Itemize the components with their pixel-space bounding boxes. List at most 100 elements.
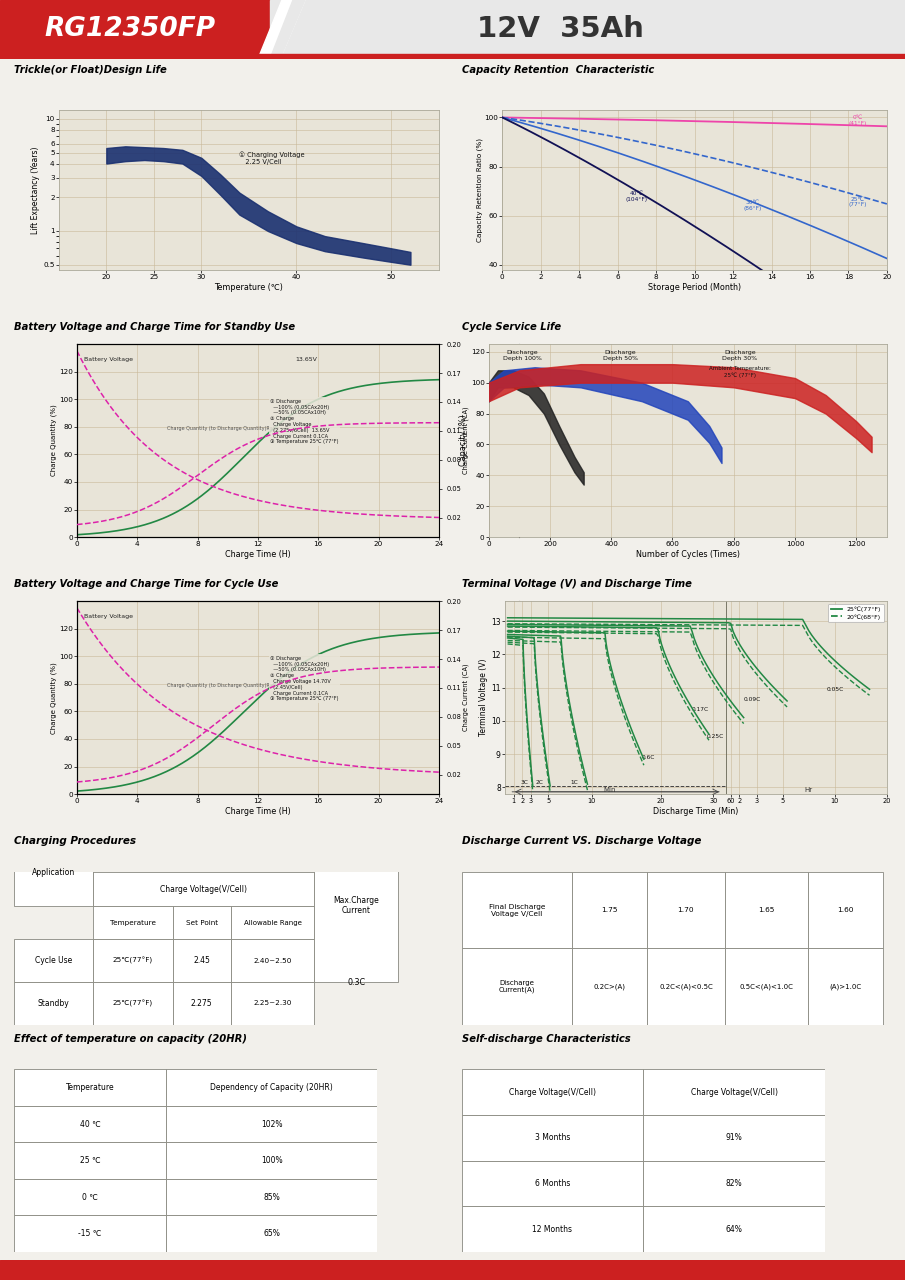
Text: 100%: 100% [261, 1156, 282, 1165]
Text: 0.25C: 0.25C [707, 733, 724, 739]
Bar [643, 1115, 825, 1161]
Text: Charging Procedures: Charging Procedures [14, 836, 136, 846]
Bar [93, 940, 173, 982]
Bar [231, 940, 315, 982]
Bar [643, 1161, 825, 1206]
Text: 85%: 85% [263, 1193, 281, 1202]
Bar [93, 982, 173, 1025]
Text: Discharge
Depth 30%: Discharge Depth 30% [722, 349, 757, 361]
Text: Allowable Range: Allowable Range [243, 919, 301, 925]
Text: 3C: 3C [520, 781, 528, 785]
Y-axis label: Capacity Retention Ratio (%): Capacity Retention Ratio (%) [476, 138, 483, 242]
Bar [173, 906, 231, 940]
Text: 82%: 82% [726, 1179, 743, 1188]
Bar [315, 829, 398, 982]
Text: Charge Quantity (to Discharge Quantity)Ratio: Charge Quantity (to Discharge Quantity)R… [167, 425, 280, 430]
Text: Charge Voltage(V/Cell): Charge Voltage(V/Cell) [691, 1088, 777, 1097]
Bar [725, 872, 808, 948]
Bar [93, 906, 173, 940]
Text: 40 ℃: 40 ℃ [80, 1120, 100, 1129]
Text: 6 Months: 6 Months [535, 1179, 570, 1188]
Text: Battery Voltage and Charge Time for Cycle Use: Battery Voltage and Charge Time for Cycl… [14, 580, 278, 589]
Text: 1C: 1C [570, 781, 578, 785]
Bar [14, 1143, 167, 1179]
Text: 1.65: 1.65 [758, 908, 775, 914]
Y-axis label: Terminal Voltage (V): Terminal Voltage (V) [480, 659, 489, 736]
Text: 2.40~2.50: 2.40~2.50 [253, 957, 291, 964]
Bar [462, 1115, 643, 1161]
Text: 0℃
(41°F): 0℃ (41°F) [849, 115, 867, 125]
Bar [270, 0, 905, 59]
X-axis label: Storage Period (Month): Storage Period (Month) [648, 283, 741, 292]
Text: ① Charging Voltage
   2.25 V/Cell: ① Charging Voltage 2.25 V/Cell [240, 151, 305, 165]
Text: 64%: 64% [726, 1225, 743, 1234]
Text: Temperature: Temperature [110, 919, 156, 925]
X-axis label: Temperature (℃): Temperature (℃) [214, 283, 283, 292]
Text: 0.3C: 0.3C [348, 978, 366, 987]
Text: Cycle Use: Cycle Use [34, 956, 72, 965]
Text: Charge Quantity (to Discharge Quantity)Ratio: Charge Quantity (to Discharge Quantity)R… [167, 682, 280, 687]
Y-axis label: Capacity (%): Capacity (%) [459, 415, 468, 466]
Bar [643, 1070, 825, 1115]
Text: 1.75: 1.75 [601, 908, 617, 914]
Y-axis label: Battery Voltage (V)/Per Cell: Battery Voltage (V)/Per Cell [538, 403, 544, 477]
Text: 0.6C: 0.6C [642, 755, 655, 760]
Y-axis label: Lift Expectancy (Years): Lift Expectancy (Years) [32, 146, 41, 234]
Text: 1.70: 1.70 [678, 908, 694, 914]
Bar [167, 1143, 377, 1179]
Text: 0.05C: 0.05C [826, 687, 843, 692]
Bar [643, 1206, 825, 1252]
Text: Trickle(or Float)Design Life: Trickle(or Float)Design Life [14, 65, 167, 76]
Text: Min: Min [603, 787, 615, 794]
Polygon shape [258, 0, 305, 59]
Text: -15 ℃: -15 ℃ [78, 1229, 101, 1238]
Bar [167, 1070, 377, 1106]
Text: Cycle Service Life: Cycle Service Life [462, 323, 561, 333]
Text: 25℃(77°F): 25℃(77°F) [113, 1000, 153, 1007]
Text: Discharge
Current(A): Discharge Current(A) [499, 979, 535, 993]
Text: 30℃
(86°F): 30℃ (86°F) [743, 200, 761, 211]
Text: Discharge
Depth 100%: Discharge Depth 100% [503, 349, 542, 361]
X-axis label: Discharge Time (Min): Discharge Time (Min) [653, 808, 738, 817]
Text: Charge Voltage(V/Cell): Charge Voltage(V/Cell) [509, 1088, 596, 1097]
Legend: 25℃(77°F), 20℃(68°F): 25℃(77°F), 20℃(68°F) [828, 604, 884, 622]
Text: Set Point: Set Point [186, 919, 218, 925]
Text: RG12350FP: RG12350FP [44, 15, 215, 42]
Text: Final Discharge
Voltage V/Cell: Final Discharge Voltage V/Cell [489, 904, 545, 916]
Text: 25℃
(77°F): 25℃ (77°F) [849, 197, 867, 207]
Bar [0, 54, 905, 59]
Bar [14, 1106, 167, 1143]
Bar [231, 906, 315, 940]
Bar [231, 982, 315, 1025]
Text: Battery Voltage and Charge Time for Standby Use: Battery Voltage and Charge Time for Stan… [14, 323, 295, 333]
Bar [167, 1216, 377, 1252]
Bar [462, 1070, 643, 1115]
Text: Temperature: Temperature [66, 1083, 114, 1092]
Y-axis label: Charge Current (CA): Charge Current (CA) [462, 664, 470, 731]
Bar [572, 872, 646, 948]
Text: 12V  35Ah: 12V 35Ah [477, 15, 643, 44]
Y-axis label: Charge Quantity (%): Charge Quantity (%) [51, 404, 58, 476]
Text: Capacity Retention  Characteristic: Capacity Retention Characteristic [462, 65, 653, 76]
X-axis label: Number of Cycles (Times): Number of Cycles (Times) [636, 550, 739, 559]
Bar [14, 1179, 167, 1216]
Text: 0.2C<(A)<0.5C: 0.2C<(A)<0.5C [659, 983, 713, 989]
Bar [14, 1216, 167, 1252]
Text: 2.25~2.30: 2.25~2.30 [253, 1001, 291, 1006]
Text: 12 Months: 12 Months [532, 1225, 573, 1234]
Bar [808, 872, 882, 948]
Text: (A)>1.0C: (A)>1.0C [829, 983, 862, 989]
Bar [462, 948, 572, 1025]
Bar [173, 982, 231, 1025]
Text: Self-discharge Characteristics: Self-discharge Characteristics [462, 1034, 630, 1043]
Bar [646, 872, 725, 948]
Bar [14, 940, 93, 982]
Text: Application: Application [32, 868, 75, 877]
Text: Battery Voltage: Battery Voltage [84, 357, 133, 362]
Text: Standby: Standby [37, 998, 69, 1007]
Text: Battery Voltage: Battery Voltage [84, 613, 133, 618]
Text: 1.60: 1.60 [837, 908, 853, 914]
Text: Hr: Hr [805, 787, 813, 794]
Bar [808, 948, 882, 1025]
Bar [14, 838, 93, 906]
